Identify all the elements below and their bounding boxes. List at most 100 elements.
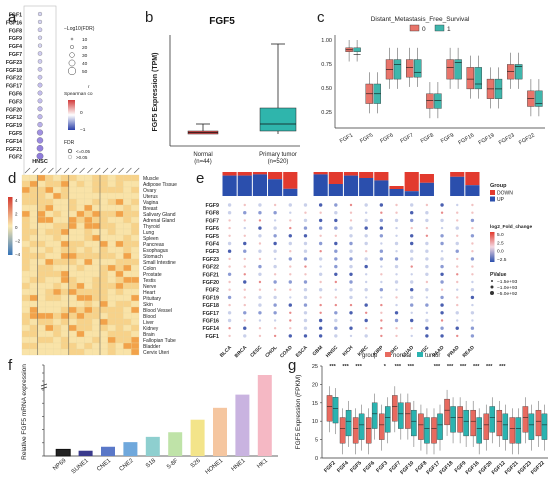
fold-change-dot bbox=[456, 219, 459, 222]
heatmap-cell bbox=[92, 174, 101, 182]
heatmap-cell bbox=[99, 270, 108, 278]
expression-box bbox=[352, 417, 359, 444]
up-bar bbox=[268, 179, 283, 196]
significance-label: * bbox=[384, 364, 387, 370]
size-legend-circle bbox=[70, 45, 74, 49]
gene-label: FGF7 bbox=[9, 52, 22, 58]
heatmap-cell bbox=[115, 252, 124, 260]
heatmap-cell bbox=[37, 282, 46, 290]
heatmap-cell bbox=[29, 246, 38, 254]
heatmap-cell bbox=[131, 306, 140, 314]
correlation-dot bbox=[36, 145, 44, 152]
heatmap-cell bbox=[84, 246, 93, 254]
fold-change-dot bbox=[425, 211, 429, 215]
heatmap-cell bbox=[45, 264, 54, 272]
fold-change-dot bbox=[228, 280, 231, 284]
expression-box bbox=[371, 402, 378, 429]
heatmap-cell bbox=[29, 210, 38, 218]
gene-label: FGF14 bbox=[6, 139, 22, 145]
fold-change-dot bbox=[258, 288, 262, 291]
cancer-label: KICH bbox=[342, 345, 355, 358]
heatmap-cell bbox=[53, 234, 62, 242]
fold-change-dot bbox=[227, 249, 232, 253]
fold-change-dot bbox=[227, 272, 232, 276]
heatmap-cell bbox=[76, 312, 85, 320]
heatmap-cell bbox=[45, 258, 54, 266]
legend-label: tumor bbox=[425, 353, 440, 359]
heatmap-cell bbox=[68, 330, 77, 338]
significance-label: *** bbox=[499, 364, 506, 370]
fold-change-dot bbox=[470, 257, 475, 261]
fold-change-dot bbox=[303, 326, 308, 330]
tissue-label: Salivary Gland bbox=[143, 212, 176, 218]
up-bar bbox=[328, 184, 343, 196]
heatmap-cell bbox=[45, 234, 54, 242]
cell-line-label: S26 bbox=[190, 458, 203, 470]
heatmap-cell bbox=[21, 174, 30, 182]
heatmap-cell bbox=[92, 270, 101, 278]
panel-c-label: c bbox=[317, 9, 325, 26]
column-label-stub bbox=[118, 167, 124, 174]
column-label: HNSC bbox=[32, 159, 48, 165]
heatmap-cell bbox=[99, 246, 108, 254]
up-bar bbox=[313, 174, 328, 196]
fold-change-dot bbox=[228, 257, 231, 261]
fold-change-dot bbox=[243, 241, 247, 246]
fold-change-dot bbox=[349, 326, 353, 330]
fold-change-dot bbox=[289, 219, 292, 222]
expression-bar bbox=[168, 432, 183, 456]
fold-change-dot bbox=[364, 296, 368, 299]
fold-change-dot bbox=[273, 203, 277, 207]
heatmap-cell bbox=[99, 294, 108, 302]
fold-change-dot bbox=[334, 326, 338, 330]
fdr-legend-label: <=0.05 bbox=[76, 149, 91, 154]
fold-change-dot bbox=[303, 234, 308, 238]
fold-change-dot bbox=[394, 280, 399, 284]
heatmap-cell bbox=[60, 276, 69, 284]
fold-change-dot bbox=[227, 311, 232, 315]
heatmap-cell bbox=[76, 330, 85, 338]
fold-change-dot bbox=[273, 241, 277, 246]
expression-box bbox=[418, 413, 424, 440]
heatmap-cell bbox=[131, 198, 140, 206]
heatmap-cell bbox=[21, 306, 30, 314]
heatmap-cell bbox=[29, 324, 38, 332]
heatmap-cell bbox=[99, 192, 108, 200]
expression-box bbox=[515, 417, 522, 444]
heatmap-cell bbox=[37, 336, 46, 344]
fold-change-dot bbox=[364, 250, 368, 253]
gene-label: FGF8 bbox=[9, 28, 22, 34]
gene-label: FGF23 bbox=[6, 60, 22, 66]
fold-change-dot bbox=[349, 219, 353, 222]
heatmap-cell bbox=[131, 324, 140, 332]
fold-change-dot bbox=[303, 249, 308, 253]
fold-change-dot bbox=[258, 327, 262, 330]
heatmap-cell bbox=[92, 312, 101, 320]
heatmap-cell bbox=[131, 180, 140, 188]
heatmap-cell bbox=[131, 276, 140, 284]
heatmap-cell bbox=[68, 288, 77, 296]
fold-change-dot bbox=[273, 295, 277, 300]
panel-b-label: b bbox=[145, 9, 153, 26]
fdr-legend-label: >0.05 bbox=[76, 155, 88, 160]
heatmap-cell bbox=[92, 228, 101, 236]
heatmap-cell bbox=[53, 306, 62, 314]
fold-change-dot bbox=[273, 311, 277, 315]
heatmap-cell bbox=[84, 228, 93, 236]
scale-tick: 0 bbox=[15, 225, 18, 230]
heatmap-cell bbox=[92, 330, 101, 338]
heatmap-cell bbox=[84, 192, 93, 200]
y-tick-label: 5 bbox=[315, 438, 318, 444]
fold-change-dot bbox=[258, 257, 262, 261]
fold-change-dot bbox=[410, 257, 414, 261]
fold-change-dot bbox=[364, 318, 368, 323]
heatmap-cell bbox=[45, 198, 54, 206]
fold-change-dot bbox=[456, 280, 459, 284]
survival-box bbox=[434, 93, 442, 109]
heatmap-cell bbox=[53, 222, 62, 230]
significance-label: *** bbox=[355, 364, 362, 370]
fold-change-dot bbox=[455, 241, 459, 246]
fold-change-dot bbox=[349, 264, 353, 269]
fold-change-dot bbox=[334, 226, 338, 230]
legend-label: 1 bbox=[447, 26, 451, 33]
